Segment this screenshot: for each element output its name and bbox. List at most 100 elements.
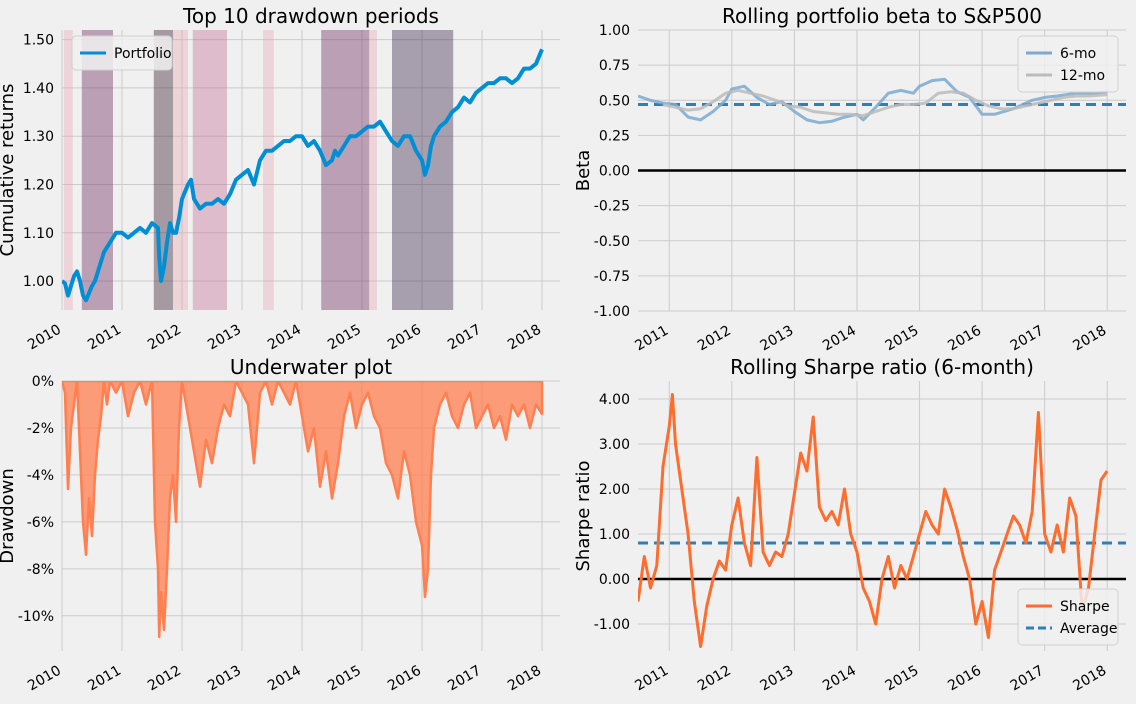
y-tick-label: -0.50 [594,234,630,250]
y-tick-label: 1.40 [23,81,54,97]
y-axis-label: Sharpe ratio [573,461,594,572]
y-axis-label: Cumulative returns [0,84,18,257]
drawdown-period-band [63,30,73,310]
x-tick-label: 2013 [758,663,797,695]
x-tick-label: 2012 [145,322,184,354]
x-tick-label: 2015 [325,322,364,354]
y-tick-label: 2.00 [599,482,630,498]
y-axis-label: Beta [573,150,594,192]
x-tick-label: 2013 [205,322,244,354]
y-tick-label: 0.00 [599,572,630,588]
y-tick-label: -10% [18,609,54,625]
chart-title: Rolling portfolio beta to S&P500 [722,4,1042,28]
y-tick-label: 0.00 [599,164,630,180]
y-tick-label: 4.00 [599,392,630,408]
x-tick-label: 2012 [695,663,734,695]
x-tick-label: 2014 [265,663,304,695]
y-tick-label: -0.75 [594,269,630,285]
underwater-panel: Underwater plot Drawdown 0% -2% -4% -6% -8% -10… [0,355,560,694]
y-tick-label: 1.30 [23,129,54,145]
plot-area [638,77,1126,172]
x-tick-label: 2012 [695,323,734,355]
y-tick-label: -8% [27,562,54,578]
x-tick-label: 2011 [85,663,124,695]
y-tick-label: 1.20 [23,177,54,193]
y-tick-label: -0.25 [594,199,630,215]
y-tick-label: -6% [27,515,54,531]
x-tick-label: 2011 [632,663,671,695]
x-tick-label: 2013 [205,663,244,695]
x-tick-label: 2016 [385,322,424,354]
y-tick-label: 0.50 [599,93,630,109]
x-tick-label: 2013 [758,323,797,355]
drawdown-period-band [81,30,113,310]
y-axis-label: Drawdown [0,468,18,564]
x-tick-label: 2014 [265,322,304,354]
x-tick-label: 2017 [445,663,484,695]
chart-title: Rolling Sharpe ratio (6-month) [730,355,1034,379]
x-tick-label: 2015 [325,663,364,695]
chart-title: Underwater plot [230,355,392,379]
x-tick-label: 2018 [1070,663,1109,695]
drawdown-period-band [369,30,377,310]
x-tick-label: 2015 [883,323,922,355]
x-tick-label: 2016 [945,663,984,695]
legend-box [71,35,173,71]
chart-title: Top 10 drawdown periods [182,4,439,28]
x-tick-label: 2018 [505,663,544,695]
series-line-12-mo [662,88,1108,118]
rolling-sharpe-panel: Rolling Sharpe ratio (6-month) Sharpe rat… [573,355,1126,694]
legend-box [1017,35,1119,93]
y-tick-label: -1.00 [594,617,630,633]
x-tick-label: 2010 [25,663,64,695]
underwater-area [62,381,544,639]
series-line-sharpe [638,393,1109,648]
y-tick-label: -1.00 [594,304,630,320]
plot-area [62,381,544,639]
y-tick-label: 0.75 [599,58,630,74]
legend-label: Sharpe [1060,599,1110,615]
x-tick-label: 2015 [883,663,922,695]
x-tick-label: 2017 [1008,323,1047,355]
plot-area [62,48,544,303]
drawdown-period-band [173,30,188,310]
y-tick-label: 1.00 [23,274,54,290]
y-tick-label: 0.25 [599,128,630,144]
x-tick-label: 2018 [1070,323,1109,355]
legend-box [1017,588,1119,646]
y-tick-label: -4% [27,468,54,484]
legend: Sharpe Average [1017,588,1119,646]
legend-label: Portfolio [114,46,172,62]
x-tick-label: 2011 [85,322,124,354]
y-tick-label: 1.00 [599,527,630,543]
plot-area [638,393,1126,648]
y-tick-label: 1.50 [23,33,54,49]
x-tick-label: 2017 [1008,663,1047,695]
y-tick-label: 1.00 [599,23,630,39]
y-tick-label: 3.00 [599,437,630,453]
x-tick-label: 2010 [25,322,64,354]
y-tick-label: -2% [27,421,54,437]
x-tick-label: 2014 [820,663,859,695]
legend-label: 6-mo [1060,46,1096,62]
x-tick-label: 2012 [145,663,184,695]
x-tick-label: 2014 [820,323,859,355]
x-tick-label: 2016 [945,323,984,355]
legend-label: Average [1060,621,1118,637]
legend-label: 12-mo [1060,68,1105,84]
drawdown-period-band [192,30,227,310]
x-tick-label: 2016 [385,663,424,695]
x-tick-label: 2018 [505,322,544,354]
y-tick-label: 1.10 [23,226,54,242]
legend: Portfolio [71,35,173,71]
series-line-portfolio [62,48,544,303]
drawdown-period-band [263,30,274,310]
drawdown-periods-panel: Top 10 drawdown periods Cumulative return… [0,4,560,353]
legend: 6-mo 12-mo [1017,35,1119,93]
rolling-beta-panel: Rolling portfolio beta to S&P500 Beta -1.0… [573,4,1126,354]
y-tick-label: 0% [32,374,54,390]
x-tick-label: 2011 [632,323,671,355]
drawdown-period-band [321,30,370,310]
x-tick-label: 2017 [445,322,484,354]
